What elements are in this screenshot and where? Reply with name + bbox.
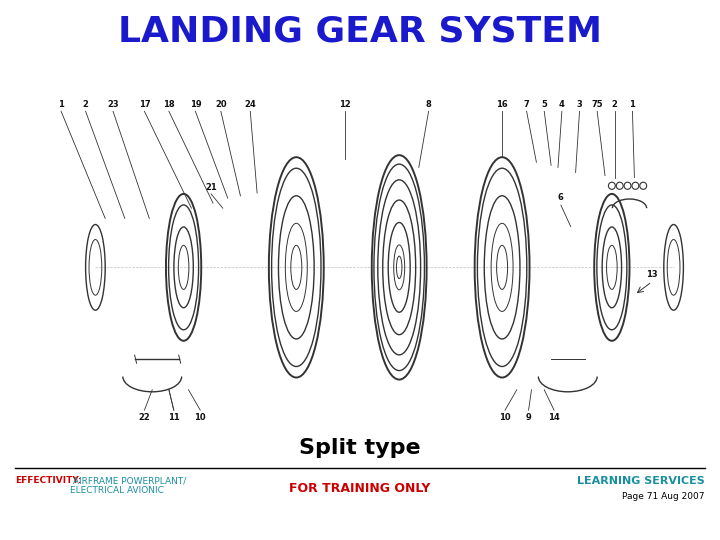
Text: 11: 11 [168, 413, 180, 422]
Text: 21: 21 [205, 183, 217, 192]
Text: 24: 24 [244, 100, 256, 109]
Text: EFFECTIVITY:: EFFECTIVITY: [15, 476, 81, 485]
Text: 7: 7 [523, 100, 529, 109]
Text: 8: 8 [426, 100, 431, 109]
Text: 17: 17 [138, 100, 150, 109]
Text: 13: 13 [647, 270, 658, 279]
Text: 3: 3 [577, 100, 582, 109]
Text: 10: 10 [194, 413, 206, 422]
Text: 2: 2 [83, 100, 89, 109]
Text: 1: 1 [629, 100, 635, 109]
Text: 9: 9 [526, 413, 531, 422]
Text: 19: 19 [189, 100, 201, 109]
Text: 20: 20 [215, 100, 227, 109]
Text: 14: 14 [548, 413, 560, 422]
Text: 22: 22 [138, 413, 150, 422]
Text: Split type: Split type [300, 438, 420, 458]
Text: LANDING GEAR SYSTEM: LANDING GEAR SYSTEM [118, 15, 602, 49]
Text: 12: 12 [339, 100, 351, 109]
Text: 23: 23 [107, 100, 119, 109]
Text: 16: 16 [496, 100, 508, 109]
Text: AIRFRAME POWERPLANT/
ELECTRICAL AVIONIC: AIRFRAME POWERPLANT/ ELECTRICAL AVIONIC [70, 476, 186, 495]
Text: 2: 2 [612, 100, 618, 109]
Text: 1: 1 [58, 100, 64, 109]
Text: 75: 75 [591, 100, 603, 109]
Text: FOR TRAINING ONLY: FOR TRAINING ONLY [289, 482, 431, 495]
Text: 18: 18 [163, 100, 175, 109]
Text: 5: 5 [541, 100, 547, 109]
Text: LEARNING SERVICES: LEARNING SERVICES [577, 476, 705, 486]
Text: 4: 4 [559, 100, 564, 109]
Text: 10: 10 [499, 413, 511, 422]
Text: 6: 6 [558, 193, 564, 202]
Text: Page 71 Aug 2007: Page 71 Aug 2007 [623, 492, 705, 501]
